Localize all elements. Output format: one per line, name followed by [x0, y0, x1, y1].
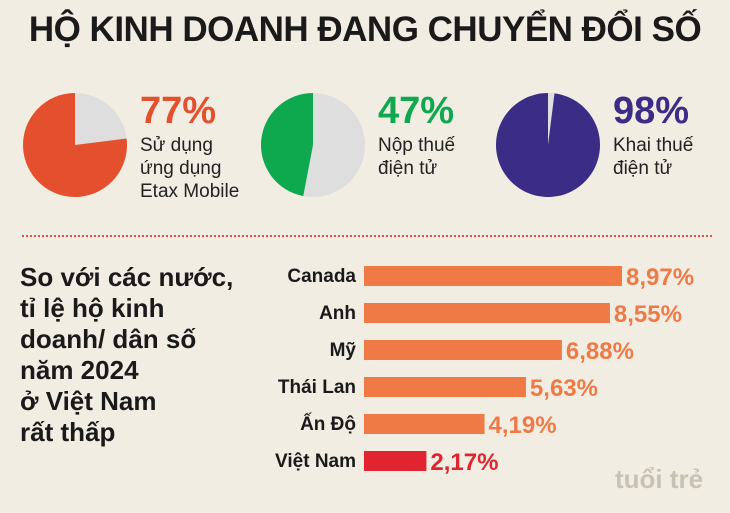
bar-category-label: Việt Nam [275, 451, 356, 472]
pie-slice-value [23, 93, 127, 197]
page-title: HỘ KINH DOANH ĐANG CHUYỂN ĐỔI SỐ [28, 10, 702, 49]
bar-category-label: Anh [319, 303, 356, 324]
bar [364, 414, 485, 434]
pie-chart [496, 93, 600, 197]
bar-value-label: 6,88% [566, 338, 634, 365]
bar-category-label: Thái Lan [278, 377, 356, 398]
caption-line: ở Việt Nam [20, 386, 157, 416]
logo-text: tuổi trẻ [615, 464, 703, 494]
bar [364, 303, 610, 323]
pie-label-line: Nộp thuế [378, 135, 456, 156]
comparison-caption: So với các nước, tỉ lệ hộ kinh doanh/ dâ… [20, 262, 260, 448]
pie-label: Khai thuế điện tử [613, 134, 730, 180]
pie-percent: 47% [378, 90, 455, 132]
pie-label-line: Etax Mobile [140, 181, 240, 202]
pie-label-line: điện tử [613, 158, 673, 179]
pie-label: Sử dụng ứng dụng Etax Mobile [140, 134, 280, 203]
bar-category-label: Canada [287, 266, 356, 287]
bar-category-label: Mỹ [330, 340, 357, 361]
pie-label-line: Sử dụng [140, 135, 213, 156]
caption-line: rất thấp [20, 417, 116, 447]
bar [364, 377, 526, 397]
caption-line: tỉ lệ hộ kinh [20, 293, 165, 323]
bar-category-label: Ấn Độ [300, 413, 356, 435]
pie-chart [261, 93, 365, 197]
bar [364, 340, 562, 360]
tuoi-tre-logo: tuổi trẻ [615, 464, 703, 494]
bar [364, 451, 427, 471]
pie-label-line: Khai thuế [613, 135, 694, 156]
pie-percent: 77% [140, 90, 217, 132]
pie-chart [23, 93, 127, 197]
bar-value-label: 2,17% [430, 449, 498, 476]
pie-slice-value [496, 93, 600, 197]
bar-value-label: 8,55% [614, 301, 682, 328]
caption-line: So với các nước, [20, 262, 234, 292]
dotted-divider [22, 235, 712, 237]
pie-label-line: ứng dụng [140, 158, 222, 179]
bar-value-label: 5,63% [530, 375, 598, 402]
pie-percent: 98% [613, 90, 690, 132]
bar-value-label: 8,97% [626, 264, 694, 291]
bar-value-label: 4,19% [489, 412, 557, 439]
caption-line: năm 2024 [20, 355, 139, 385]
pie-label: Nộp thuế điện tử [378, 134, 518, 180]
bar [364, 266, 622, 286]
caption-line: doanh/ dân số [20, 324, 197, 354]
pie-slice-value [261, 93, 313, 197]
pie-label-line: điện tử [378, 158, 438, 179]
